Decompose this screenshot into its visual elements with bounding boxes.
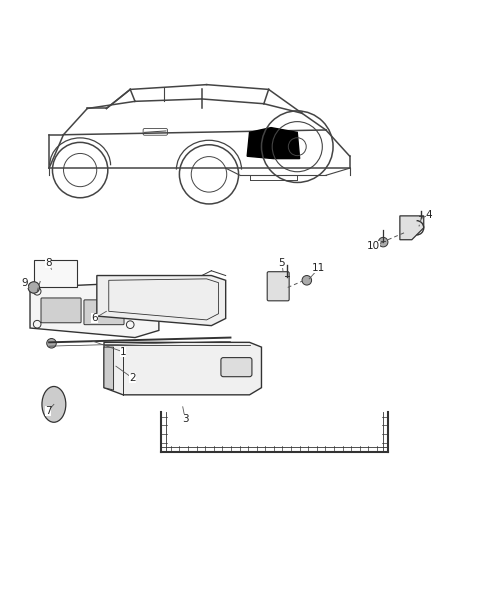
Circle shape [302,276,312,285]
FancyBboxPatch shape [143,128,168,135]
FancyBboxPatch shape [84,300,124,325]
Polygon shape [104,347,114,390]
Text: 3: 3 [182,413,189,424]
Text: 7: 7 [45,406,51,416]
Text: 1: 1 [120,347,126,357]
FancyBboxPatch shape [41,298,81,323]
Text: 11: 11 [312,263,325,273]
Polygon shape [30,283,159,337]
Text: 6: 6 [91,314,98,324]
Circle shape [378,238,388,247]
Circle shape [47,339,56,348]
Polygon shape [247,128,300,159]
Text: 8: 8 [45,258,51,268]
FancyBboxPatch shape [34,260,77,286]
Text: 9: 9 [21,277,28,287]
FancyBboxPatch shape [221,358,252,377]
Circle shape [28,282,39,293]
Text: 5: 5 [279,258,285,268]
Text: 10: 10 [367,241,380,251]
Polygon shape [400,216,424,240]
Polygon shape [97,276,226,326]
Text: 2: 2 [129,373,136,383]
Polygon shape [104,342,262,395]
FancyBboxPatch shape [267,271,289,301]
Ellipse shape [42,387,66,422]
Text: 4: 4 [426,210,432,220]
